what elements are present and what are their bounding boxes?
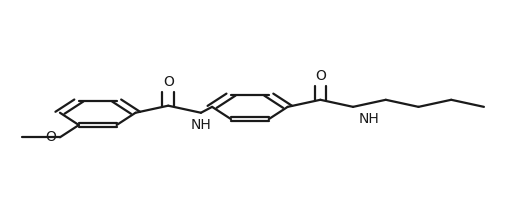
Text: O: O (163, 75, 174, 89)
Text: NH: NH (358, 112, 379, 126)
Text: O: O (45, 130, 56, 144)
Text: O: O (315, 69, 326, 83)
Text: NH: NH (190, 118, 211, 132)
